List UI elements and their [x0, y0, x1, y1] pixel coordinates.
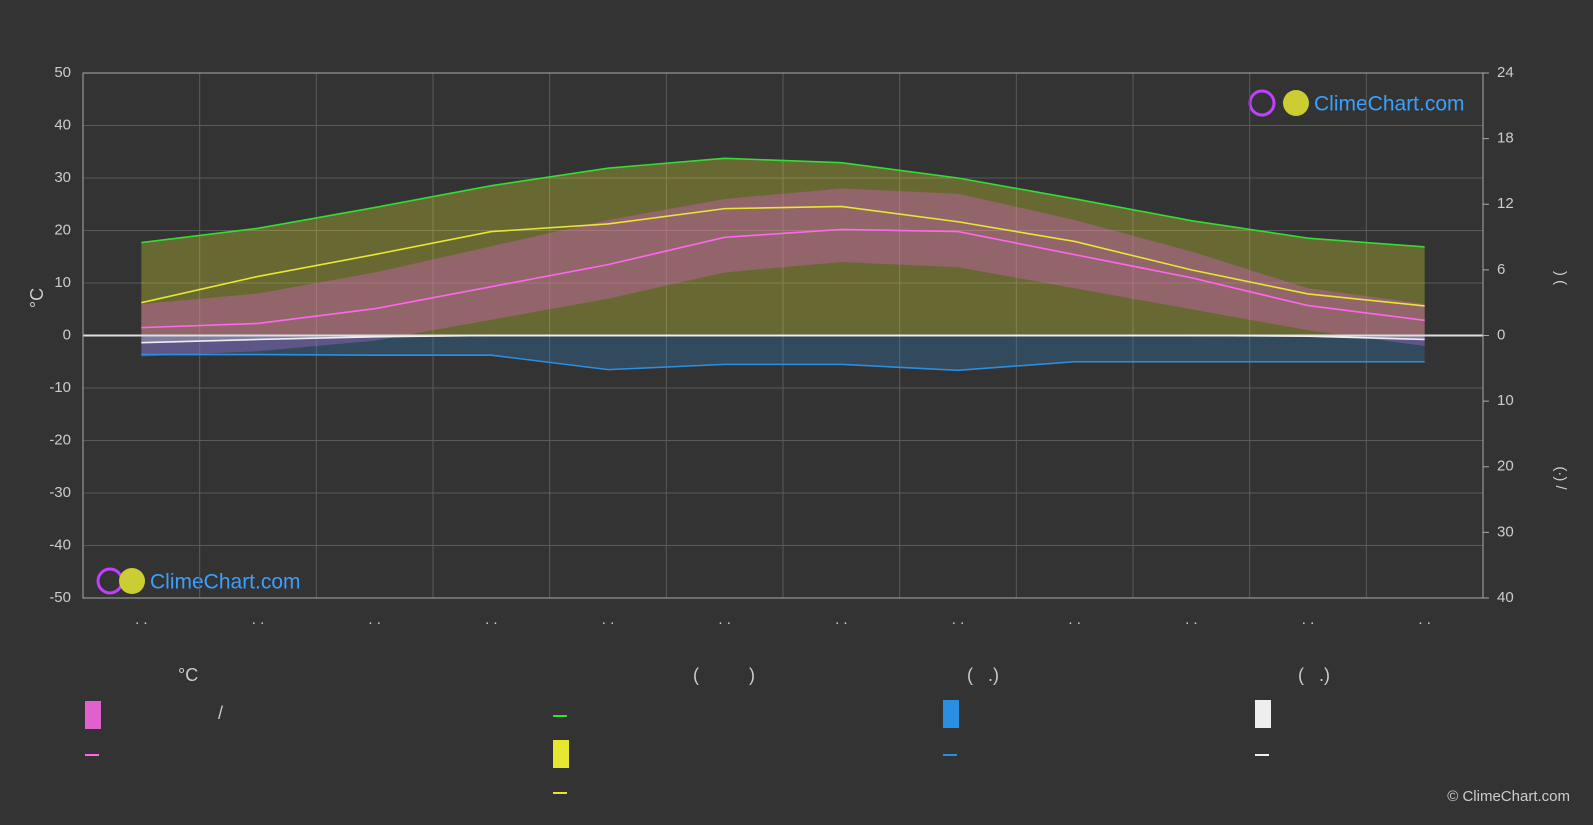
y-tick-label: 50	[54, 64, 71, 81]
copyright: © ClimeChart.com	[1447, 788, 1570, 805]
legend-swatch	[1255, 700, 1271, 728]
y2-axis-label: ) (	[1552, 271, 1569, 285]
series-line	[141, 205, 1425, 307]
y2-tick-label: 0	[1497, 326, 1505, 343]
legend-swatch	[1255, 754, 1269, 756]
logo: ClimeChart.com	[150, 571, 301, 594]
logo-icon	[1283, 90, 1309, 116]
logo-icon	[119, 568, 145, 594]
legend-header: ( .)	[1298, 665, 1330, 685]
y-tick-label: 40	[54, 116, 71, 133]
y-tick-label: -40	[49, 536, 71, 553]
temp-range	[141, 188, 1425, 357]
x-tick-label: . .	[252, 611, 265, 628]
x-tick-label: . .	[1068, 611, 1081, 628]
x-tick-label: . .	[1185, 611, 1198, 628]
x-tick-label: . .	[1302, 611, 1315, 628]
x-tick-label: . .	[368, 611, 381, 628]
y2-tick-label: 18	[1497, 130, 1514, 147]
y3-tick-label: 40	[1497, 589, 1514, 606]
logo-icon	[96, 567, 124, 595]
y-tick-label: -10	[49, 379, 71, 396]
logo-icon	[1248, 89, 1276, 117]
y-tick-label: 10	[54, 274, 71, 291]
x-tick-label: . .	[135, 611, 148, 628]
daylight-area	[141, 158, 1425, 336]
y3-tick-label: 10	[1497, 392, 1514, 409]
legend-header: ( .)	[967, 665, 999, 685]
legend-text: /	[218, 703, 223, 723]
y3-tick-label: 20	[1497, 458, 1514, 475]
legend-swatch	[85, 701, 101, 729]
legend-swatch	[943, 700, 959, 728]
x-tick-label: . .	[602, 611, 615, 628]
series-line	[141, 157, 1425, 248]
legend-swatch	[553, 792, 567, 794]
y-tick-label: 0	[63, 326, 71, 343]
plot-frame	[82, 72, 1484, 599]
y-tick-label: -30	[49, 484, 71, 501]
y2-tick-label: 6	[1497, 261, 1505, 278]
legend-swatch	[85, 754, 99, 756]
y-tick-label: -20	[49, 431, 71, 448]
legend-swatch	[553, 715, 567, 717]
y-axis-label: °C	[27, 288, 47, 308]
logo: ClimeChart.com	[1314, 93, 1465, 116]
legend-swatch	[943, 754, 957, 756]
legend-swatch	[553, 740, 569, 768]
series-line	[141, 228, 1425, 329]
x-tick-label: . .	[718, 611, 731, 628]
y-tick-label: 30	[54, 169, 71, 186]
y2-tick-label: 12	[1497, 195, 1514, 212]
y-tick-label: -50	[49, 589, 71, 606]
y-tick-label: 20	[54, 221, 71, 238]
y3-axis-label: (·) /	[1552, 466, 1569, 490]
x-tick-label: . .	[952, 611, 965, 628]
legend-header: °C	[178, 665, 198, 685]
y3-tick-label: 30	[1497, 523, 1514, 540]
x-tick-label: . .	[1418, 611, 1431, 628]
series-line	[141, 334, 1425, 344]
x-tick-label: . .	[835, 611, 848, 628]
series-line	[141, 353, 1425, 372]
y2-tick-label: 24	[1497, 64, 1514, 81]
x-tick-label: . .	[485, 611, 498, 628]
legend-header: ( )	[693, 665, 755, 685]
